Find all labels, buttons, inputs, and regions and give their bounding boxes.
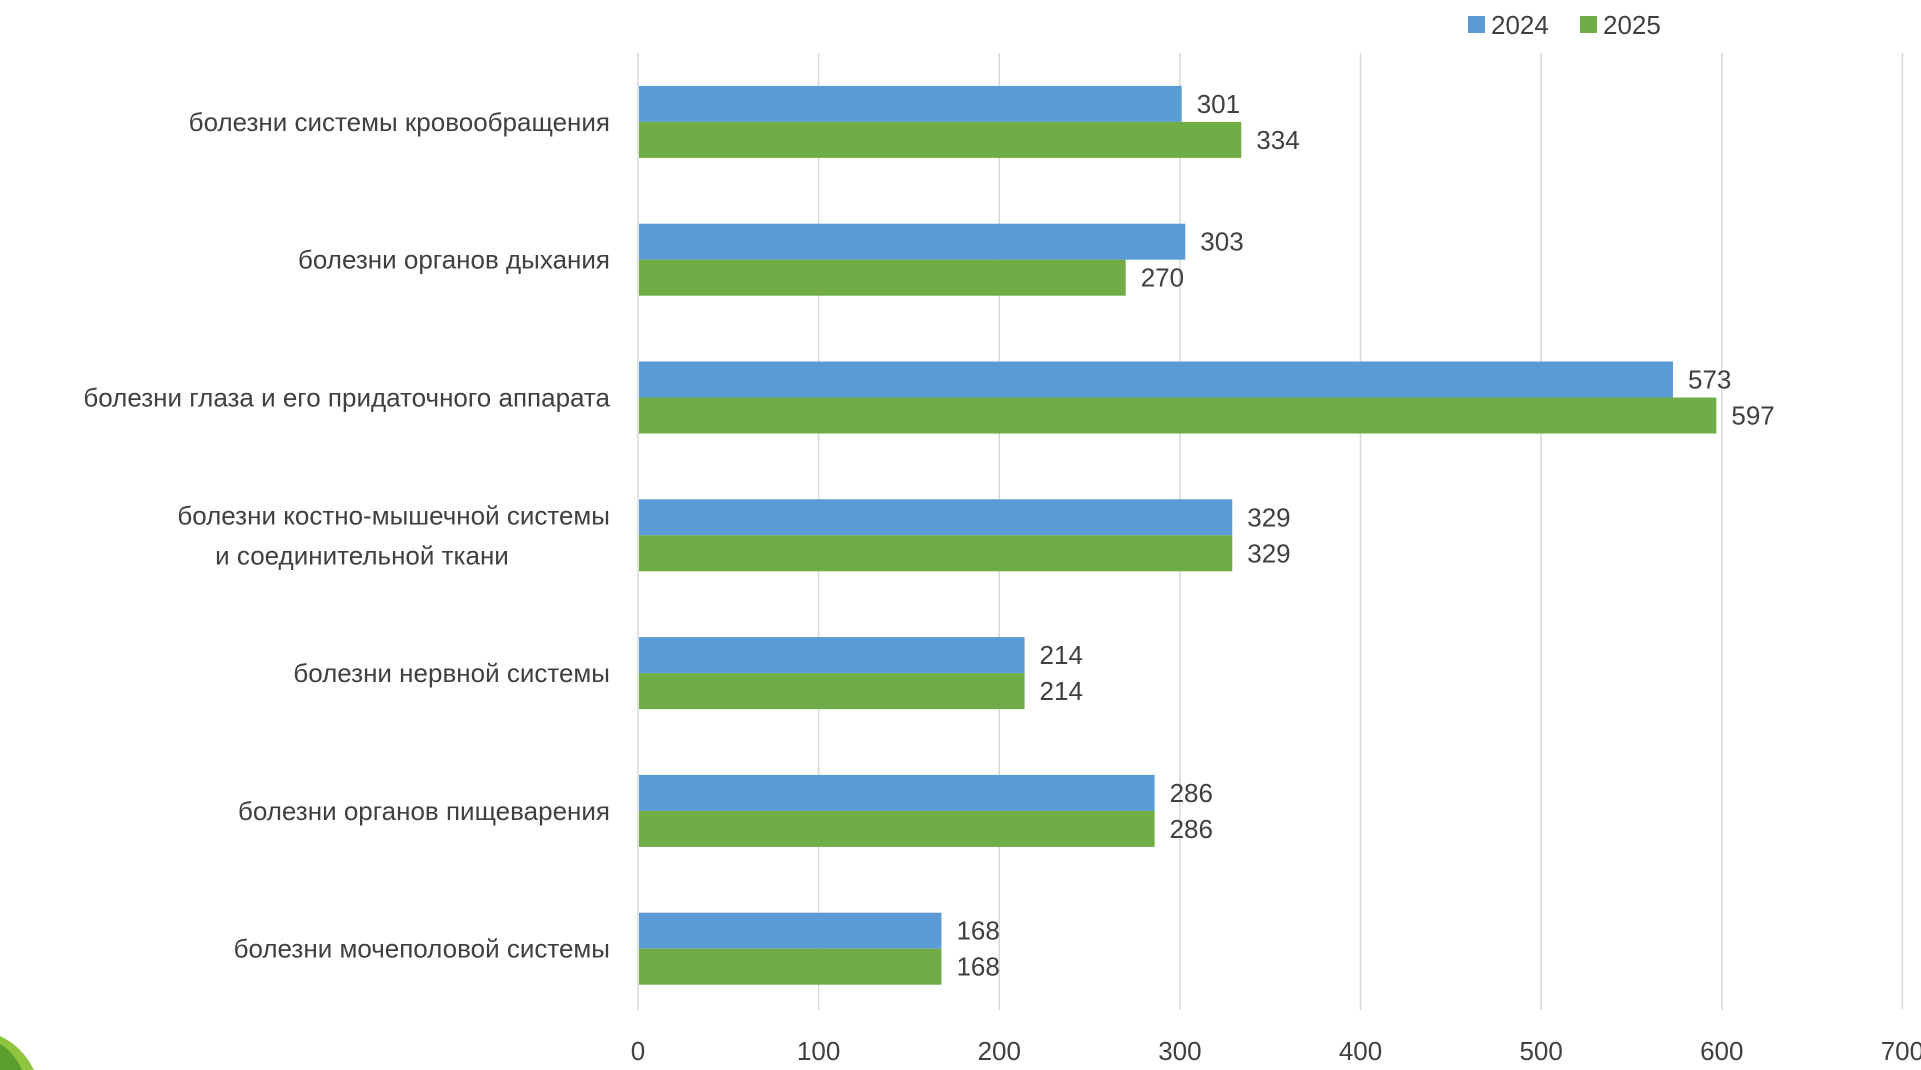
category-label: болезни костно-мышечной системы xyxy=(177,500,610,530)
data-label-2025: 334 xyxy=(1256,125,1299,155)
bar-2024 xyxy=(639,223,1186,260)
data-label-2025: 597 xyxy=(1731,401,1774,431)
bar-2025 xyxy=(639,121,1242,158)
legend-swatch-2024 xyxy=(1468,16,1485,33)
bar-2025 xyxy=(639,535,1233,572)
bars xyxy=(639,85,1717,985)
x-tick-label: 0 xyxy=(631,1036,645,1066)
bar-2024 xyxy=(639,637,1025,674)
data-label-2024: 168 xyxy=(956,916,999,946)
bar-2025 xyxy=(639,259,1126,296)
x-tick-label: 600 xyxy=(1700,1036,1743,1066)
category-label: болезни глаза и его придаточного аппарат… xyxy=(83,383,610,413)
x-tick-label: 400 xyxy=(1339,1036,1382,1066)
legend-label-2024: 2024 xyxy=(1491,10,1549,40)
bar-2025 xyxy=(639,948,942,985)
category-label: болезни органов дыхания xyxy=(298,245,610,275)
category-label: болезни органов пищеварения xyxy=(238,796,610,826)
category-label: болезни мочеполовой системы xyxy=(234,934,610,964)
category-label: болезни системы кровообращения xyxy=(189,107,610,137)
data-label-2025: 286 xyxy=(1170,814,1213,844)
x-tick-label: 500 xyxy=(1519,1036,1562,1066)
bar-2024 xyxy=(639,774,1155,811)
category-labels: болезни системы кровообращения болезни ор… xyxy=(83,107,610,964)
legend-swatch-2025 xyxy=(1580,16,1597,33)
data-label-2025: 329 xyxy=(1247,538,1290,568)
bar-2025 xyxy=(639,673,1025,710)
bar-2024 xyxy=(639,361,1674,398)
category-label: и соединительной ткани xyxy=(215,540,509,570)
data-label-2024: 573 xyxy=(1688,365,1731,395)
bar-2024 xyxy=(639,85,1182,122)
bar-2025 xyxy=(639,810,1155,847)
x-axis-tick-labels: 0 100 200 300 400 500 600 700 xyxy=(631,1036,1921,1066)
bar-2025 xyxy=(639,397,1717,434)
data-label-2024: 303 xyxy=(1200,227,1243,257)
data-label-2025: 214 xyxy=(1040,676,1083,706)
data-label-2025: 168 xyxy=(956,952,999,982)
x-tick-label: 300 xyxy=(1158,1036,1201,1066)
legend: 2024 2025 xyxy=(1468,10,1661,40)
data-label-2025: 270 xyxy=(1141,263,1184,293)
data-label-2024: 286 xyxy=(1170,778,1213,808)
bar-2024 xyxy=(639,912,942,949)
category-label: болезни нервной системы xyxy=(293,658,610,688)
data-label-2024: 329 xyxy=(1247,502,1290,532)
x-tick-label: 700 xyxy=(1881,1036,1921,1066)
corner-leaf-decoration xyxy=(0,1036,34,1070)
x-tick-label: 100 xyxy=(797,1036,840,1066)
legend-label-2025: 2025 xyxy=(1603,10,1661,40)
data-label-2024: 214 xyxy=(1040,640,1083,670)
x-tick-label: 200 xyxy=(978,1036,1021,1066)
data-label-2024: 301 xyxy=(1197,89,1240,119)
bar-2024 xyxy=(639,499,1233,536)
